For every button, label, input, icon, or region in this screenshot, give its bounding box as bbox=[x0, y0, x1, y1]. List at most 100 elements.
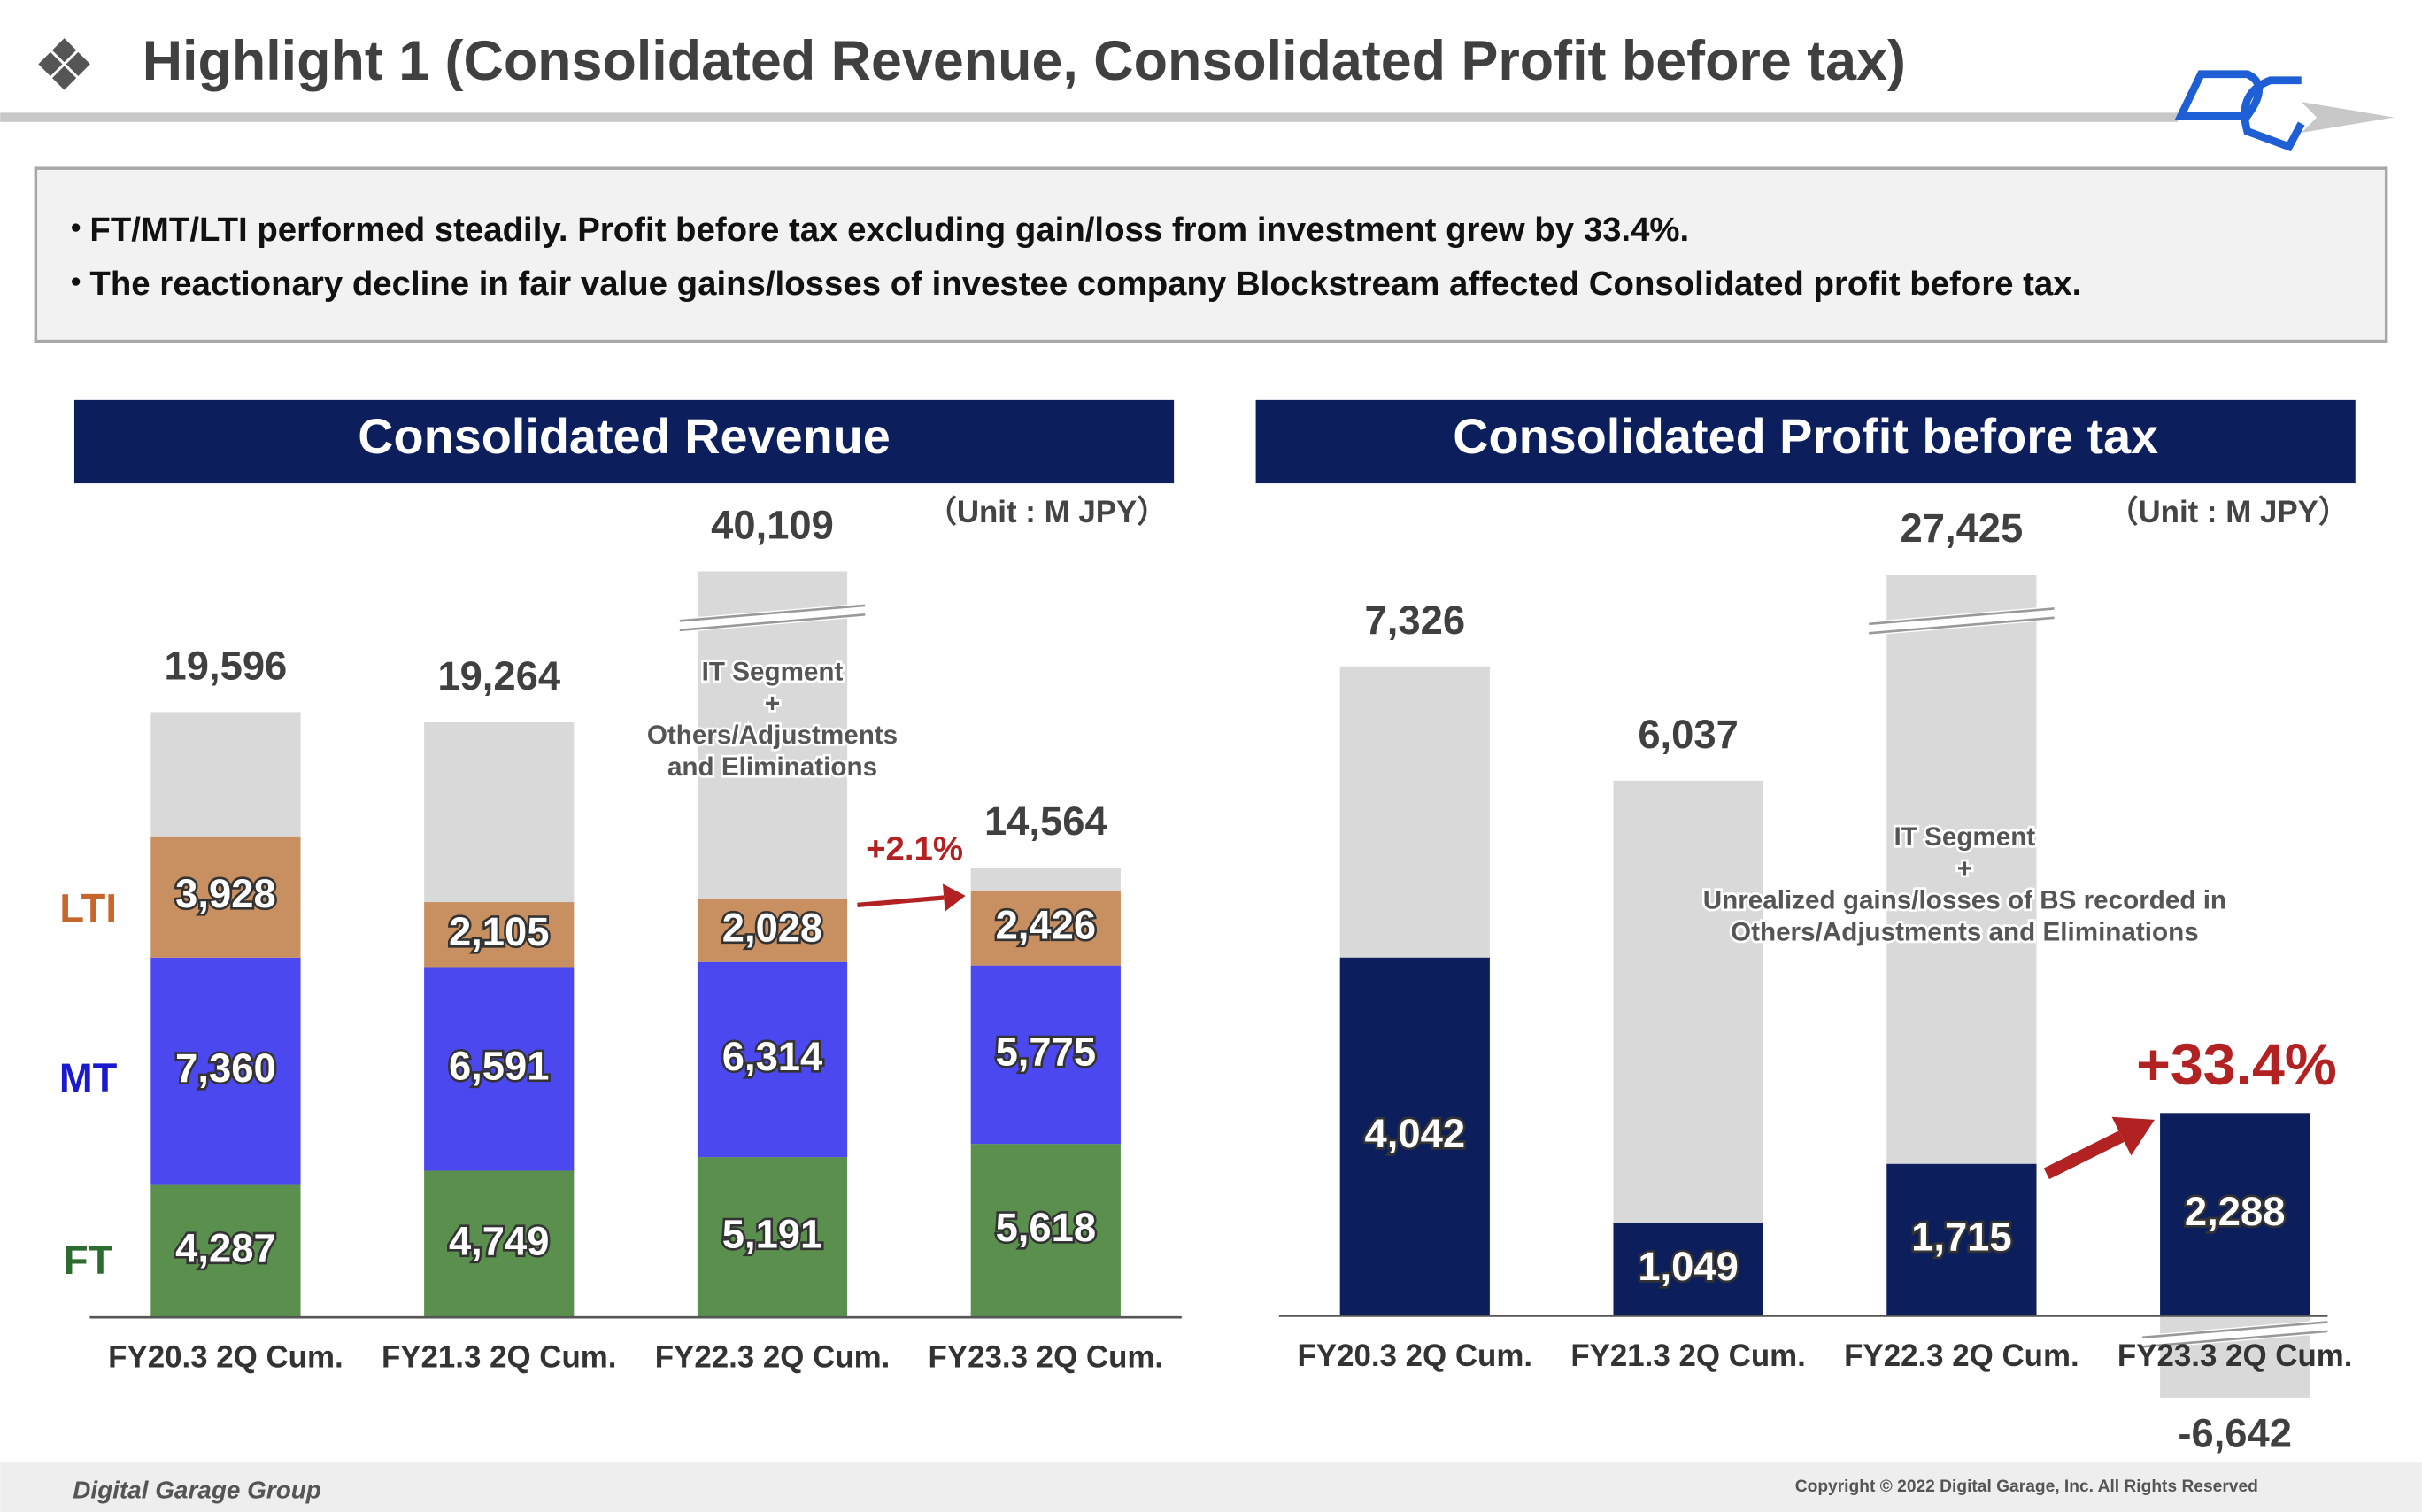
axis-break bbox=[2141, 1330, 2328, 1348]
unit-label: （Unit : M JPY） bbox=[2108, 495, 2349, 529]
bar-segment bbox=[424, 967, 575, 1171]
value-label: 5,618 bbox=[996, 1205, 1097, 1250]
bar-segment bbox=[424, 902, 575, 968]
x-tick-label: FY21.3 2Q Cum. bbox=[382, 1339, 617, 1374]
total-label: 27,425 bbox=[1901, 505, 2024, 551]
bar-segment bbox=[150, 957, 301, 1185]
bar-segment bbox=[1886, 575, 2037, 1164]
annotation: and Eliminations bbox=[667, 752, 877, 782]
x-tick-label: FY22.3 2Q Cum. bbox=[1844, 1338, 2079, 1373]
bar-segment bbox=[424, 1170, 575, 1318]
growth-arrow bbox=[857, 895, 945, 907]
total-label: 14,564 bbox=[984, 798, 1107, 844]
footer-bar bbox=[0, 1462, 2422, 1512]
axis-break bbox=[1869, 616, 2055, 635]
bullet-dot: ・ bbox=[59, 211, 93, 249]
value-label: 6,591 bbox=[449, 1043, 550, 1088]
value-label: 2,105 bbox=[449, 909, 550, 954]
series-label: LTI bbox=[59, 885, 117, 930]
value-label: 1,715 bbox=[1911, 1215, 2012, 1260]
value-label: 5,775 bbox=[996, 1029, 1097, 1074]
chart-title: Consolidated Revenue bbox=[358, 408, 891, 464]
annotation: Unrealized gains/losses of BS recorded i… bbox=[1703, 886, 2226, 915]
axis-break bbox=[2141, 1321, 2328, 1339]
annotation: IT Segment bbox=[702, 657, 844, 686]
x-tick-label: FY22.3 2Q Cum. bbox=[655, 1339, 891, 1374]
value-label: 1,049 bbox=[1638, 1244, 1739, 1289]
bar-segment bbox=[150, 1184, 301, 1318]
annotation: Others/Adjustments and Eliminations bbox=[1731, 917, 2199, 946]
bar-segment bbox=[1613, 780, 1763, 1223]
series-label: FT bbox=[64, 1238, 113, 1283]
axis-break bbox=[679, 603, 866, 633]
logo bbox=[2174, 70, 2305, 152]
bar-segment bbox=[1339, 666, 1490, 958]
value-label: 2,426 bbox=[996, 902, 1097, 947]
value-label: 4,749 bbox=[449, 1218, 550, 1263]
bar-segment bbox=[150, 836, 301, 958]
bar-segment bbox=[697, 1157, 848, 1318]
copyright: Copyright © 2022 Digital Garage, Inc. Al… bbox=[1795, 1477, 2258, 1496]
annotation: Others/Adjustments bbox=[647, 721, 898, 750]
bar-segment bbox=[697, 899, 848, 962]
value-label: 4,042 bbox=[1365, 1111, 1466, 1156]
axis-break bbox=[679, 604, 866, 622]
bar-segment bbox=[970, 1144, 1121, 1318]
x-tick-label: FY23.3 2Q Cum. bbox=[929, 1339, 1164, 1374]
total-label: 6,037 bbox=[1638, 712, 1739, 757]
value-label: 7,360 bbox=[175, 1045, 276, 1091]
chart-title-bar bbox=[73, 399, 1175, 484]
axis-break bbox=[1869, 607, 2055, 626]
footer-company: Digital Garage Group bbox=[73, 1477, 321, 1504]
header-arrow bbox=[2301, 102, 2395, 134]
chart-title-bar bbox=[1255, 399, 2356, 484]
bar-segment bbox=[1613, 1223, 1763, 1316]
x-tick-label: FY20.3 2Q Cum. bbox=[108, 1339, 343, 1374]
axis-break bbox=[679, 613, 866, 632]
total-label: 7,326 bbox=[1365, 598, 1466, 643]
bar-segment bbox=[697, 961, 848, 1158]
bullet: FT/MT/LTI performed steadily. Profit bef… bbox=[89, 211, 1689, 249]
value-label: 5,191 bbox=[722, 1212, 823, 1257]
bar-segment bbox=[1886, 1163, 2037, 1316]
bullet: The reactionary decline in fair value ga… bbox=[89, 265, 2081, 303]
value-label: 2,028 bbox=[722, 905, 823, 950]
axis-break bbox=[2141, 1319, 2329, 1349]
value-label: 6,314 bbox=[722, 1034, 823, 1079]
series-label: MT bbox=[59, 1055, 118, 1100]
value-label: 3,928 bbox=[175, 871, 276, 916]
annotation: + bbox=[765, 689, 780, 718]
summary-box bbox=[34, 166, 2388, 343]
total-label: 40,109 bbox=[711, 503, 834, 548]
x-tick-label: FY23.3 2Q Cum. bbox=[2117, 1338, 2353, 1373]
total-label: 19,264 bbox=[437, 653, 560, 698]
total-label: 19,596 bbox=[165, 644, 288, 689]
growth-arrow-head bbox=[942, 883, 966, 912]
header-rule bbox=[0, 112, 2179, 122]
chart-title: Consolidated Profit before tax bbox=[1453, 408, 2158, 464]
bar-segment bbox=[970, 867, 1121, 891]
title-icon bbox=[38, 38, 90, 90]
unit-label: （Unit : M JPY） bbox=[926, 495, 1168, 529]
bar-segment bbox=[424, 722, 575, 903]
annotation: + bbox=[1957, 854, 1972, 883]
growth-label: +2.1% bbox=[866, 829, 963, 868]
page-title: Highlight 1 (Consolidated Revenue, Conso… bbox=[143, 30, 1906, 92]
bar-segment bbox=[970, 890, 1121, 966]
bar-segment bbox=[2160, 1113, 2310, 1316]
bar-segment bbox=[1339, 957, 1490, 1316]
value-label: 2,288 bbox=[2185, 1189, 2286, 1234]
growth-arrow bbox=[2043, 1130, 2125, 1180]
growth-label: +33.4% bbox=[2136, 1032, 2337, 1098]
axis-break bbox=[1868, 606, 2056, 636]
bar-segment bbox=[970, 965, 1121, 1145]
x-tick-label: FY20.3 2Q Cum. bbox=[1298, 1338, 1533, 1373]
bullet-dot: ・ bbox=[59, 265, 93, 303]
bar-segment bbox=[150, 712, 301, 837]
x-tick-label: FY21.3 2Q Cum. bbox=[1570, 1338, 1806, 1373]
annotation: IT Segment bbox=[1894, 822, 2036, 852]
value-label: 4,287 bbox=[175, 1225, 276, 1270]
value-label: -6,642 bbox=[2178, 1410, 2292, 1455]
growth-arrow-head bbox=[2111, 1116, 2155, 1156]
